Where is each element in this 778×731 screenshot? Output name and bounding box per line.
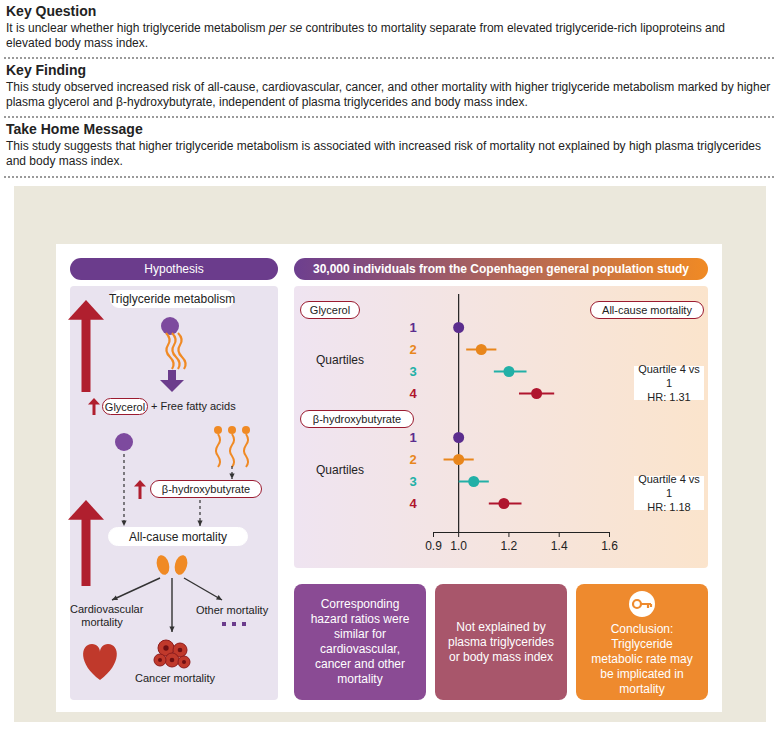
svg-text:1: 1 <box>410 430 417 445</box>
html-text:HR: 1.18: HR: 1.18 <box>647 501 691 513</box>
svg-text:2: 2 <box>410 452 417 467</box>
html-text:Quartile 4 vs 1: Quartile 4 vs 1 <box>638 363 700 389</box>
html-text:Corresponding hazard ratios we: Corresponding hazard ratios were similar… <box>310 597 410 686</box>
html-text:Quartile 4 vs 1: Quartile 4 vs 1 <box>638 473 700 499</box>
svg-text:1.4: 1.4 <box>551 539 568 553</box>
html-text:Glycerol: Glycerol <box>104 400 146 413</box>
html-text:Not explained by plasma trigly: Not explained by plasma triglycerides or… <box>448 619 554 664</box>
html-text:This study suggests that highe: This study suggests that higher triglyce… <box>6 139 761 168</box>
html-text:All-cause mortality: All-cause mortality <box>602 304 692 316</box>
html-text:Triglyceride metabolism: Triglyceride metabolism <box>108 292 236 306</box>
svg-text:0.9: 0.9 <box>425 539 442 553</box>
html-text:Take Home Message: Take Home Message <box>6 121 143 137</box>
svg-text:4: 4 <box>410 386 418 401</box>
svg-text:3: 3 <box>410 364 417 379</box>
html-text:Key Finding: Key Finding <box>6 62 87 78</box>
html-text:Quartiles: Quartiles <box>316 463 364 477</box>
html-text:β-hydroxybutyrate: β-hydroxybutyrate <box>312 413 402 425</box>
html-text:Other mortality: Other mortality <box>196 604 269 616</box>
html-text:Quartiles: Quartiles <box>316 353 364 367</box>
svg-text:2: 2 <box>410 342 417 357</box>
html-text:Cancer mortality: Cancer mortality <box>135 672 215 684</box>
svg-text:1.2: 1.2 <box>501 539 518 553</box>
html-text:Hypothesis: Hypothesis <box>144 262 204 276</box>
svg-text:1.6: 1.6 <box>601 539 618 553</box>
html-text:Key Question: Key Question <box>6 3 97 19</box>
html-text:30,000 individuals from the Co: 30,000 individuals from the Copenhagen g… <box>313 262 689 276</box>
svg-text:4: 4 <box>410 496 418 511</box>
html-text:It is unclear whether high tri: It is unclear whether high triglyceride … <box>6 21 725 50</box>
html-text:+ Free fatty acids: + Free fatty acids <box>151 400 236 412</box>
html-text:This study observed increased: This study observed increased risk of al… <box>6 80 771 109</box>
html-text:β-hydroxybutyrate: β-hydroxybutyrate <box>161 483 251 495</box>
svg-text:1.0: 1.0 <box>450 539 467 553</box>
svg-text:1: 1 <box>410 320 417 335</box>
html-text:Cardiovascular mortality: Cardiovascular mortality <box>70 603 144 628</box>
html-text:All-cause mortality: All-cause mortality <box>129 529 227 544</box>
html-text:Glycerol: Glycerol <box>309 304 351 316</box>
svg-text:3: 3 <box>410 474 417 489</box>
html-text:HR: 1.31: HR: 1.31 <box>647 391 691 403</box>
html-text:Conclusion: Triglyceride metab: Conclusion: Triglyceride metabolic rate … <box>591 621 693 696</box>
